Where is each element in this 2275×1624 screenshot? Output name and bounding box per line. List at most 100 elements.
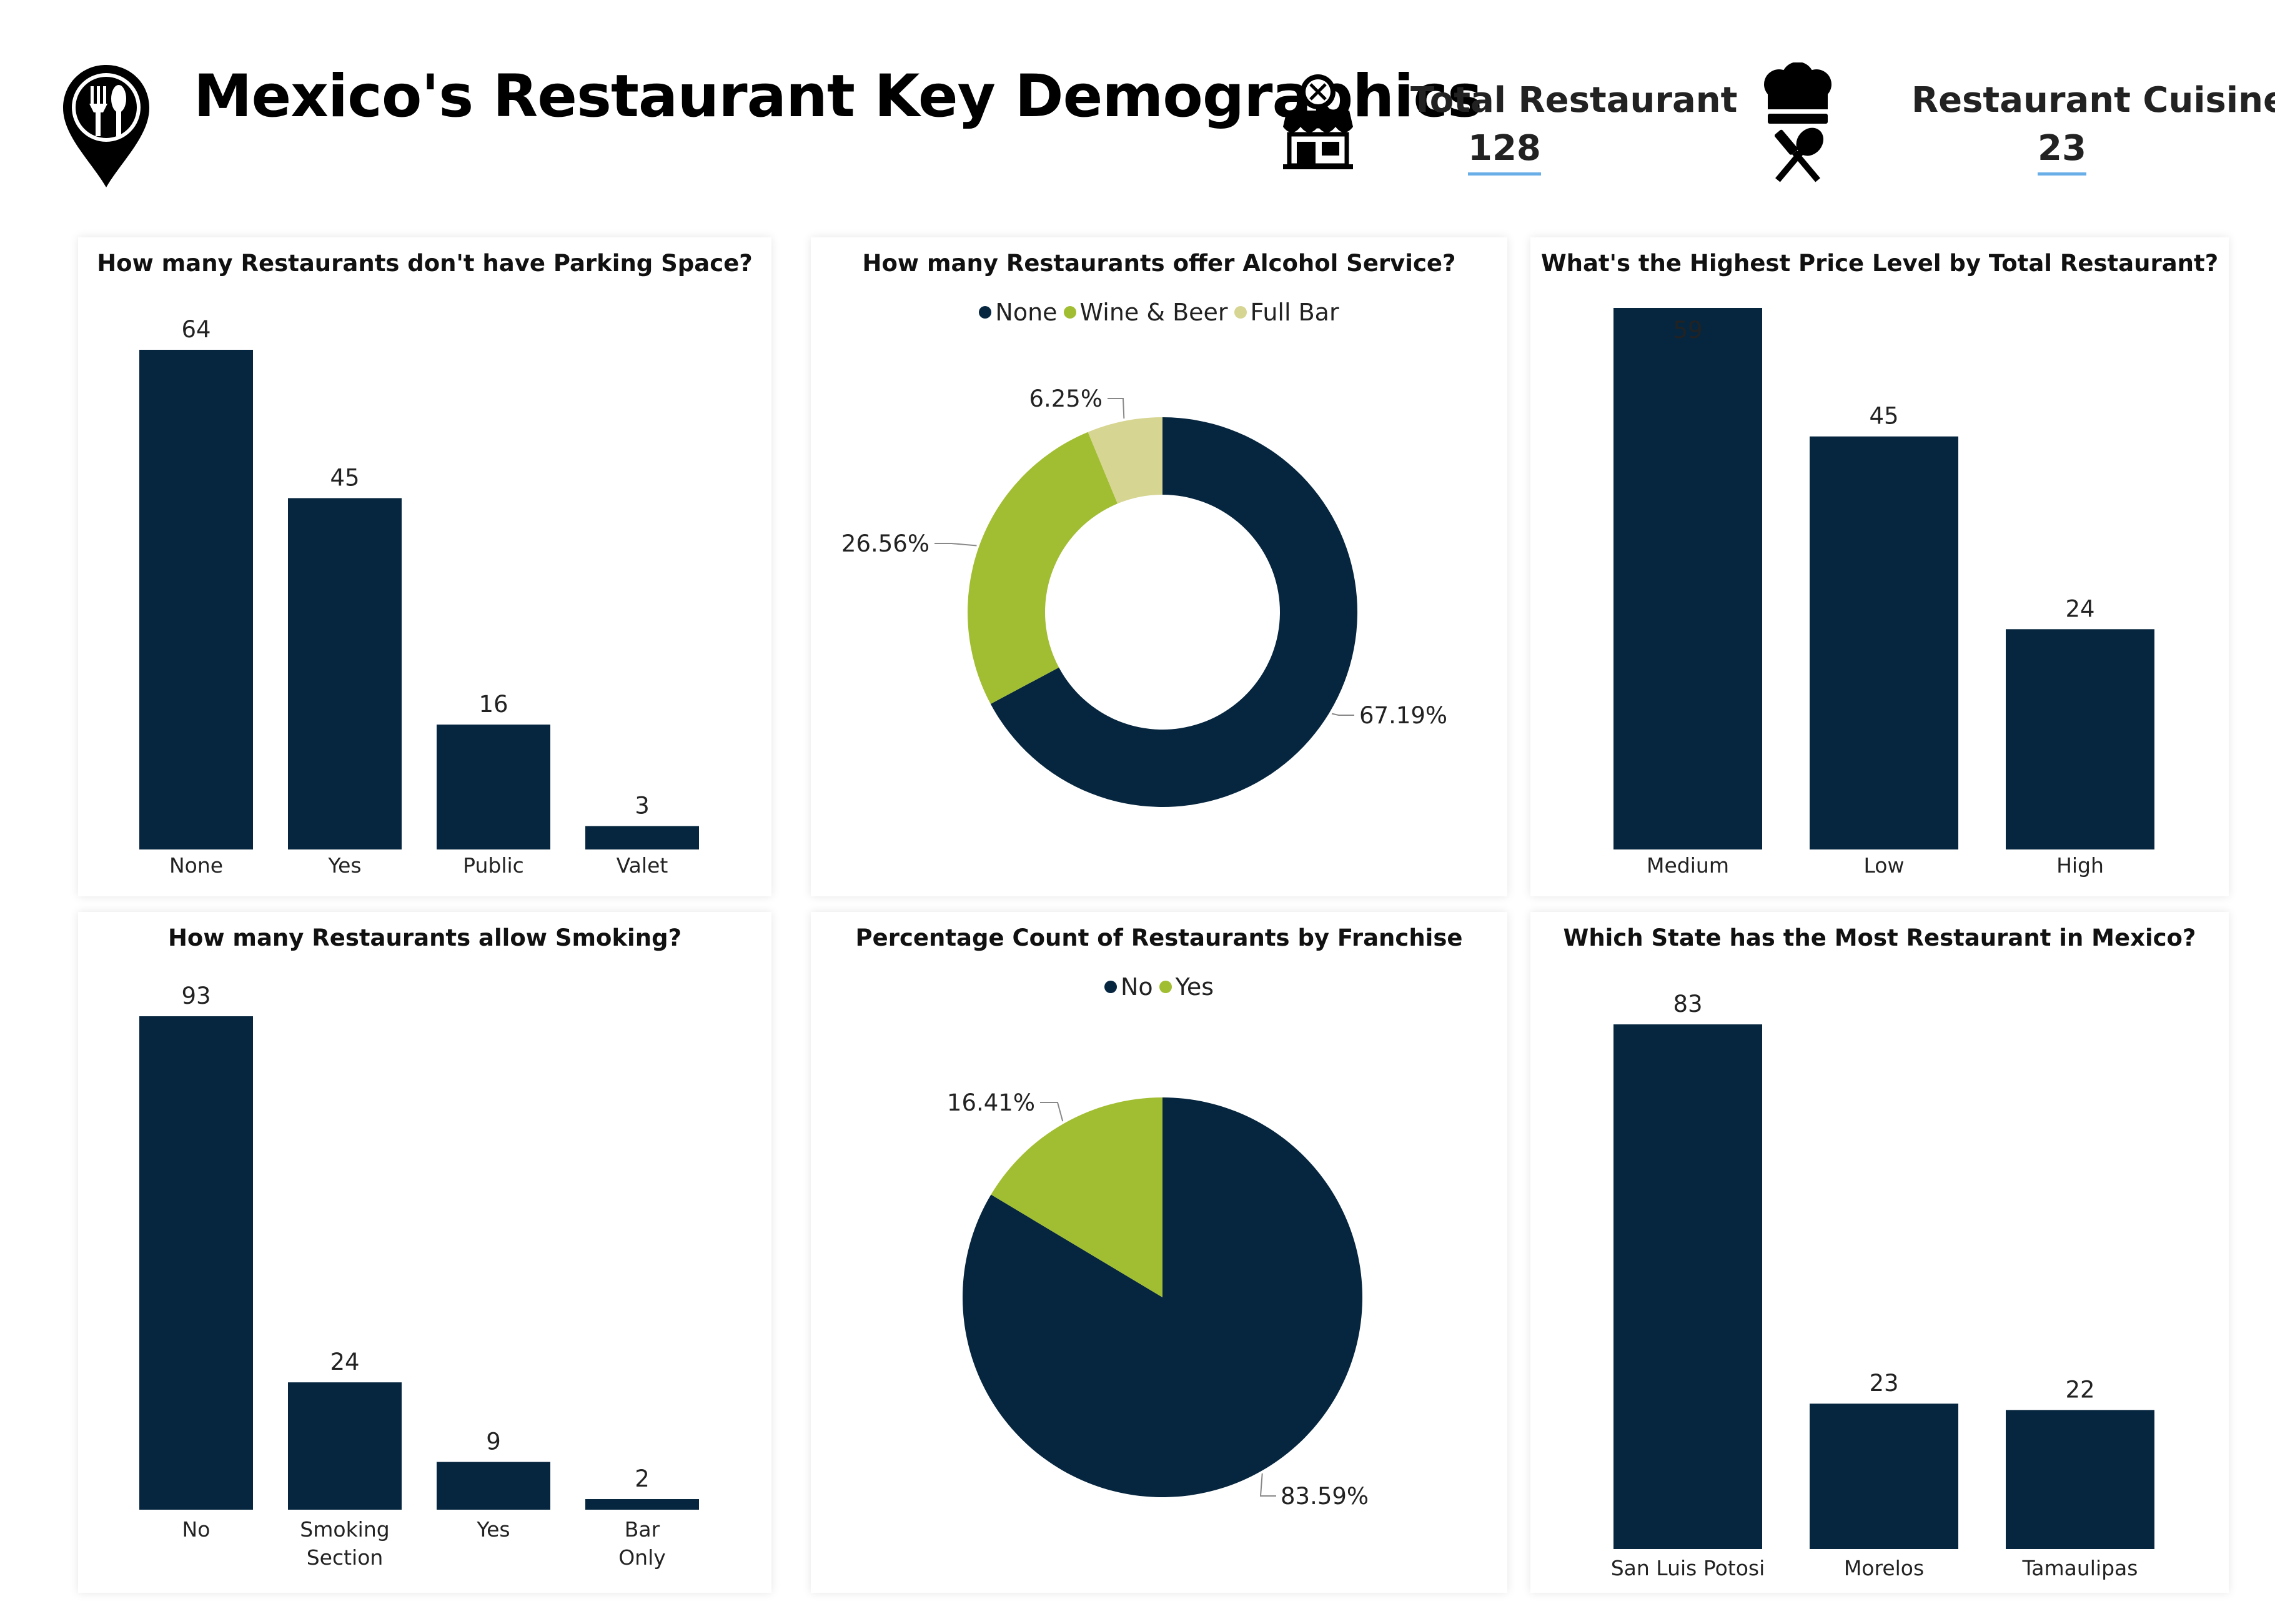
price-bar-high bbox=[2006, 629, 2154, 849]
state-bar-san-luis-potosi bbox=[1613, 1024, 1762, 1549]
alcohol-leader-line bbox=[1108, 398, 1125, 419]
smoking-bar-smoking-section bbox=[288, 1382, 402, 1510]
parking-category-label: None bbox=[169, 853, 223, 878]
parking-bar-valet bbox=[585, 826, 699, 849]
legend-dot bbox=[1234, 305, 1247, 319]
smoking-bar-bar-only bbox=[585, 1499, 699, 1510]
alcohol-leader-line bbox=[1331, 713, 1354, 716]
alcohol-slice-label: 67.19% bbox=[1359, 702, 1447, 729]
legend-dot bbox=[1159, 980, 1172, 993]
state-data-label: 23 bbox=[1869, 1370, 1898, 1397]
state-chart-title: Which State has the Most Restaurant in M… bbox=[1563, 924, 2196, 951]
franchise-chart-card: Percentage Count of Restaurants by Franc… bbox=[811, 912, 1507, 1593]
state-data-label: 22 bbox=[2065, 1376, 2094, 1403]
smoking-data-label: 9 bbox=[486, 1428, 501, 1455]
smoking-chart-title: How many Restaurants allow Smoking? bbox=[167, 924, 682, 951]
price-data-label: 59 bbox=[1673, 317, 1702, 344]
smoking-category-label: Smoking bbox=[300, 1517, 389, 1542]
legend-item-wine-beer[interactable]: Wine & Beer bbox=[1063, 299, 1228, 326]
price-category-label: Low bbox=[1864, 853, 1905, 878]
price-bar-medium bbox=[1613, 308, 1762, 849]
parking-category-label: Valet bbox=[617, 853, 668, 878]
kpi-restaurant-cuisines-label: Restaurant Cuisines bbox=[1911, 80, 2275, 121]
franchise-slice-label: 16.41% bbox=[947, 1089, 1035, 1116]
smoking-category-label: Section bbox=[307, 1545, 384, 1570]
alcohol-chart-title: How many Restaurants offer Alcohol Servi… bbox=[862, 250, 1456, 277]
parking-bar-yes bbox=[288, 498, 402, 849]
franchise-chart-title: Percentage Count of Restaurants by Franc… bbox=[855, 924, 1463, 951]
alcohol-slice-wine-beer bbox=[968, 432, 1118, 705]
legend-label: No bbox=[1120, 973, 1153, 1001]
chef-hat-utensils-icon bbox=[1754, 62, 1841, 191]
parking-bar-none bbox=[139, 350, 253, 849]
restaurant-storefront-icon bbox=[1281, 72, 1356, 172]
alcohol-slice-label: 6.25% bbox=[1029, 385, 1103, 412]
parking-data-label: 3 bbox=[635, 793, 650, 819]
alcohol-chart-card: How many Restaurants offer Alcohol Servi… bbox=[811, 237, 1507, 896]
legend-dot bbox=[1104, 980, 1117, 993]
price-bar-chart: 59 Medium 45 Low 24 High bbox=[1613, 308, 2154, 878]
restaurant-location-pin-icon bbox=[59, 62, 153, 191]
legend-item-none[interactable]: None bbox=[979, 299, 1058, 326]
smoking-bar-yes bbox=[437, 1462, 550, 1510]
parking-data-label: 45 bbox=[330, 465, 359, 492]
parking-category-label: Yes bbox=[327, 853, 361, 878]
alcohol-chart-legend[interactable]: None Wine & Beer Full Bar bbox=[811, 299, 1507, 326]
legend-item-yes[interactable]: Yes bbox=[1159, 973, 1214, 1001]
parking-chart-card: How many Restaurants don't have Parking … bbox=[78, 237, 771, 896]
alcohol-slice-full-bar bbox=[1088, 417, 1162, 504]
state-bar-morelos bbox=[1810, 1404, 1958, 1549]
franchise-leader-line bbox=[1040, 1102, 1064, 1122]
parking-data-label: 64 bbox=[181, 316, 211, 343]
franchise-leader-line bbox=[1259, 1473, 1276, 1497]
smoking-chart-card: How many Restaurants allow Smoking? 93 No… bbox=[78, 912, 771, 1593]
state-category-label: Tamaulipas bbox=[2022, 1556, 2138, 1580]
franchise-chart-legend[interactable]: No Yes bbox=[811, 973, 1507, 1001]
smoking-data-label: 2 bbox=[635, 1465, 650, 1492]
legend-label: Full Bar bbox=[1250, 299, 1339, 326]
state-category-label: Morelos bbox=[1844, 1556, 1924, 1580]
price-data-label: 24 bbox=[2065, 595, 2094, 622]
smoking-category-label: Yes bbox=[476, 1517, 510, 1542]
legend-item-no[interactable]: No bbox=[1104, 973, 1153, 1001]
smoking-bar-chart: 93 No 24 Smoking Section 9 Yes 2 Bar Only bbox=[139, 983, 699, 1570]
smoking-category-label: Only bbox=[618, 1545, 666, 1570]
price-chart-card: What's the Highest Price Level by Total … bbox=[1530, 237, 2229, 896]
price-category-label: Medium bbox=[1647, 853, 1729, 878]
state-bar-tamaulipas bbox=[2006, 1410, 2154, 1549]
parking-bar-public bbox=[437, 725, 550, 849]
alcohol-slice-none bbox=[990, 417, 1357, 807]
smoking-category-label: Bar bbox=[625, 1517, 660, 1542]
state-category-label: San Luis Potosi bbox=[1611, 1556, 1765, 1580]
legend-dot bbox=[1063, 305, 1076, 319]
smoking-data-label: 24 bbox=[330, 1349, 359, 1375]
smoking-category-label: No bbox=[182, 1517, 211, 1542]
state-bar-chart: 83 San Luis Potosi 23 Morelos 22 Tamaulipas bbox=[1611, 991, 2154, 1580]
state-data-label: 83 bbox=[1673, 991, 1702, 1017]
kpi-total-restaurant-label: Total Restaurant bbox=[1410, 80, 1738, 121]
legend-label: Wine & Beer bbox=[1079, 299, 1228, 326]
price-data-label: 45 bbox=[1869, 403, 1898, 430]
alcohol-slice-label: 26.56% bbox=[841, 530, 929, 557]
legend-label: Yes bbox=[1175, 973, 1214, 1001]
state-chart-card: Which State has the Most Restaurant in M… bbox=[1530, 912, 2229, 1593]
legend-dot bbox=[979, 305, 992, 319]
smoking-data-label: 93 bbox=[181, 983, 211, 1009]
smoking-bar-no bbox=[139, 1016, 253, 1510]
alcohol-donut-chart: 67.19% 26.56% 6.25% bbox=[841, 385, 1447, 807]
parking-category-label: Public bbox=[463, 853, 524, 878]
price-category-label: High bbox=[2056, 853, 2104, 878]
legend-label: None bbox=[995, 299, 1058, 326]
franchise-slice-label: 83.59% bbox=[1281, 1483, 1369, 1510]
franchise-pie-chart: 83.59% 16.41% bbox=[947, 1089, 1369, 1510]
price-bar-low bbox=[1810, 436, 1958, 849]
price-chart-title: What's the Highest Price Level by Total … bbox=[1540, 250, 2219, 277]
parking-bar-chart: 64 None 45 Yes 16 Public 3 Valet bbox=[139, 316, 699, 878]
franchise-slice-yes bbox=[991, 1097, 1162, 1297]
page-title: Mexico's Restaurant Key Demographics bbox=[194, 62, 1482, 131]
kpi-restaurant-cuisines-value: 23 bbox=[2038, 128, 2086, 176]
alcohol-leader-line bbox=[934, 543, 977, 547]
legend-item-full-bar[interactable]: Full Bar bbox=[1234, 299, 1339, 326]
kpi-total-restaurant-value: 128 bbox=[1468, 128, 1541, 176]
parking-data-label: 16 bbox=[478, 691, 508, 718]
